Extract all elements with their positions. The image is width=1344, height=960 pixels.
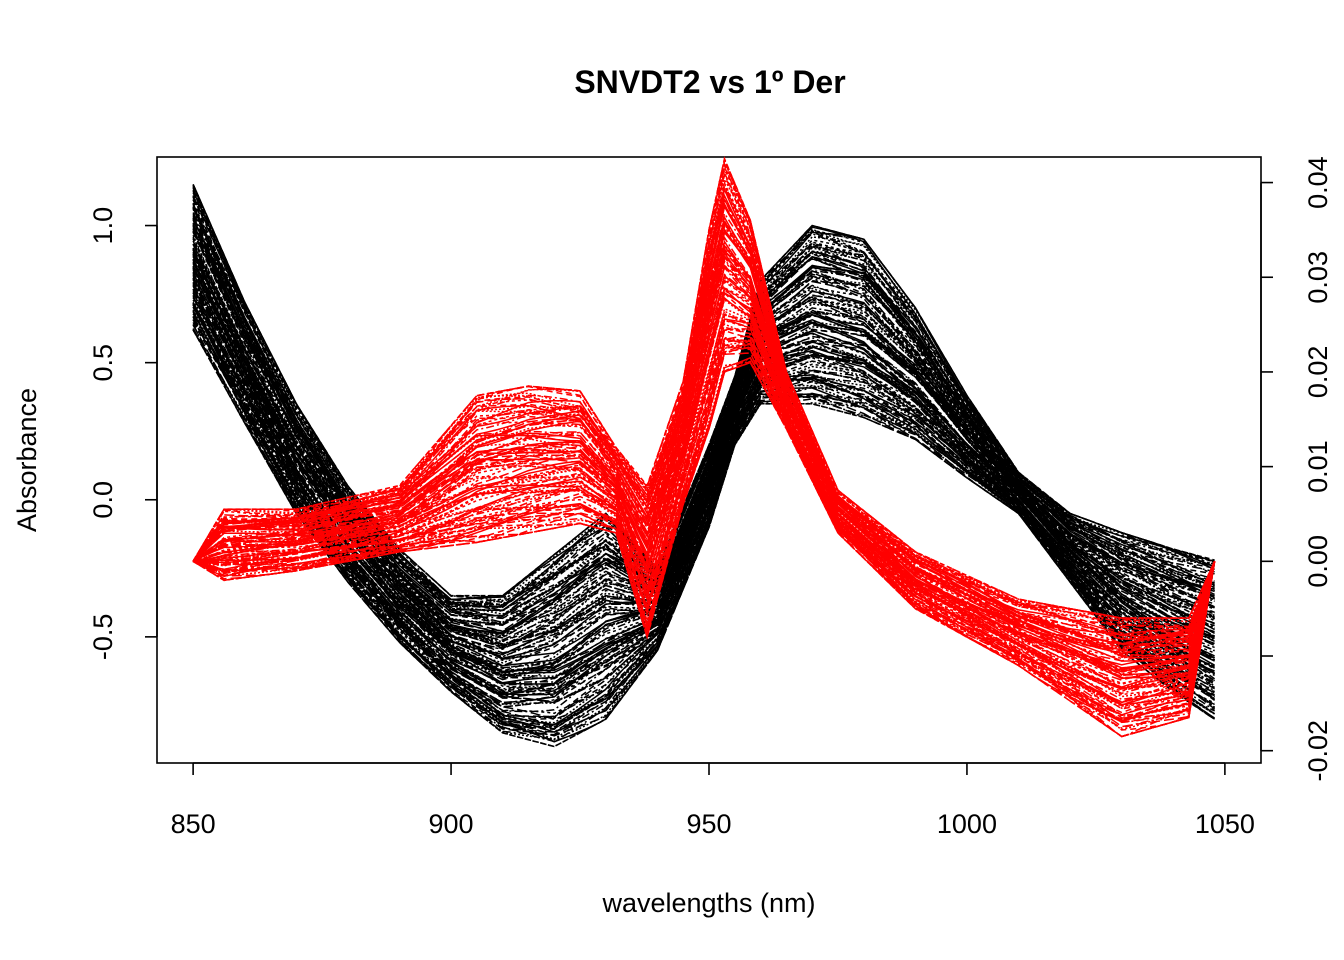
x-tick-label: 850	[171, 809, 216, 839]
series-right-line	[192, 219, 1216, 646]
series-right-line	[192, 167, 1216, 637]
y-tick-label: -0.5	[88, 614, 118, 661]
y2-tick-label: 0.00	[1303, 535, 1333, 588]
y-tick-label: 1.0	[88, 207, 118, 245]
y2-tick-label: 0.01	[1303, 440, 1333, 493]
x-tick-label: 1050	[1195, 809, 1255, 839]
y-axis-label: Absorbance	[12, 388, 42, 532]
series-right-line	[192, 340, 1216, 707]
series-left-line	[192, 266, 1215, 676]
series-left-line	[192, 277, 1215, 685]
x-tick-label: 950	[686, 809, 731, 839]
series-left-group	[192, 184, 1216, 748]
series-right-line	[192, 224, 1216, 645]
x-tick-label: 1000	[937, 809, 997, 839]
y2-tick-label: -0.02	[1303, 720, 1333, 782]
series-right-line	[192, 264, 1216, 679]
y-tick-label: 0.0	[88, 481, 118, 519]
series-right-envelope	[192, 361, 1216, 738]
y2-tick-label: 0.03	[1303, 251, 1333, 304]
series-left-line	[192, 329, 1216, 729]
series-right-line	[192, 220, 1216, 650]
y-axis-left: -0.5 0.0 0.5 1.0	[88, 207, 158, 661]
series-right-line	[192, 258, 1216, 673]
series-right-line	[193, 318, 1216, 704]
series-layer	[192, 156, 1216, 748]
series-right-line	[192, 180, 1216, 619]
series-right-line	[192, 274, 1216, 681]
y2-tick-label: 0.04	[1303, 156, 1333, 209]
series-left-line	[192, 253, 1215, 664]
y-tick-label: 0.5	[88, 344, 118, 382]
chart-title: SNVDT2 vs 1º Der	[574, 64, 845, 100]
series-left-line	[192, 253, 1215, 656]
series-right-line	[192, 287, 1216, 707]
series-left-envelope	[192, 329, 1216, 748]
series-right-line	[193, 317, 1216, 706]
series-right-line	[193, 335, 1216, 719]
y2-tick-label: 0.02	[1303, 346, 1333, 399]
series-right-line	[192, 274, 1216, 666]
series-right-envelope	[192, 156, 1216, 619]
series-right-line	[192, 183, 1216, 654]
series-right-line	[192, 346, 1216, 721]
x-axis: 850 900 950 1000 1050	[171, 762, 1255, 839]
series-right-line	[193, 319, 1216, 692]
series-right-group	[192, 156, 1216, 738]
x-tick-label: 900	[429, 809, 474, 839]
y-axis-right: -0.02 0.00 0.01 0.02 0.03 0.04	[1260, 156, 1333, 782]
series-right-line	[192, 172, 1216, 623]
x-axis-label: wavelengths (nm)	[601, 888, 815, 918]
series-left-line	[192, 279, 1215, 685]
series-right-line	[192, 287, 1216, 685]
